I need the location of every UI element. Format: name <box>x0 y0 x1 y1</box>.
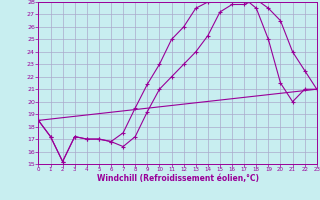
X-axis label: Windchill (Refroidissement éolien,°C): Windchill (Refroidissement éolien,°C) <box>97 174 259 183</box>
